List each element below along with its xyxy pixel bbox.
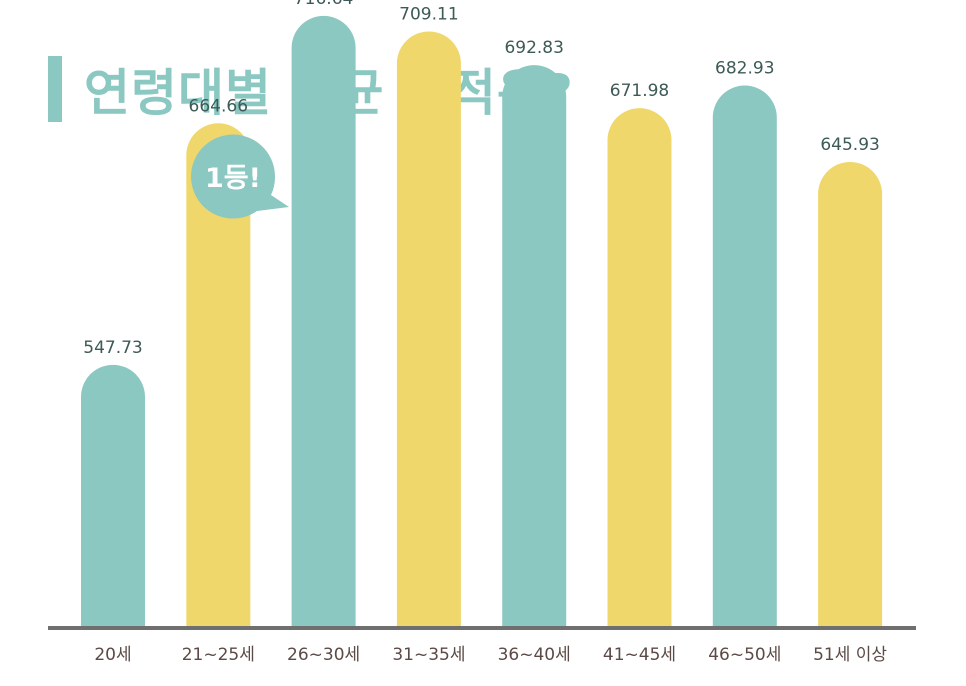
value-label-2: 664.66 bbox=[189, 96, 248, 116]
bars-group bbox=[81, 15, 883, 628]
category-label-7: 46~50세 bbox=[708, 645, 781, 665]
bar-4 bbox=[396, 31, 461, 628]
category-label-6: 41~45세 bbox=[603, 645, 676, 665]
value-label-7: 682.93 bbox=[715, 59, 774, 79]
category-label-2: 21~25세 bbox=[182, 645, 255, 665]
value-label-4: 709.11 bbox=[399, 4, 458, 24]
title-accent-bar bbox=[48, 56, 62, 122]
category-label-5: 36~40세 bbox=[498, 645, 571, 665]
bar-2 bbox=[186, 123, 251, 628]
category-label-1: 20세 bbox=[94, 645, 131, 665]
rank-badge: 1등! bbox=[191, 134, 289, 219]
bar-6 bbox=[607, 108, 672, 627]
value-labels-group: 547.73 664.66 716.64 709.11 692.83 671.98 682.… bbox=[83, 0, 880, 358]
value-label-6: 671.98 bbox=[610, 81, 669, 101]
value-label-8: 645.93 bbox=[820, 135, 879, 155]
category-label-3: 26~30세 bbox=[287, 645, 360, 665]
category-label-4: 31~35세 bbox=[392, 645, 465, 665]
speech-bubble-shape bbox=[191, 134, 289, 219]
bar-1 bbox=[81, 364, 145, 627]
bar-5 bbox=[502, 65, 567, 627]
category-label-8: 51세 이상 bbox=[813, 645, 887, 665]
value-label-3: 716.64 bbox=[294, 0, 353, 9]
badge-label: 1등! bbox=[205, 163, 261, 194]
value-label-5: 692.83 bbox=[504, 38, 563, 58]
category-labels-group: 20세 21~25세 26~30세 31~35세 36~40세 41~45세 46~50세 5… bbox=[94, 645, 887, 665]
bar-7 bbox=[712, 85, 777, 628]
value-label-1: 547.73 bbox=[83, 338, 142, 358]
bar-3 bbox=[291, 15, 356, 627]
bar-8 bbox=[818, 161, 883, 627]
